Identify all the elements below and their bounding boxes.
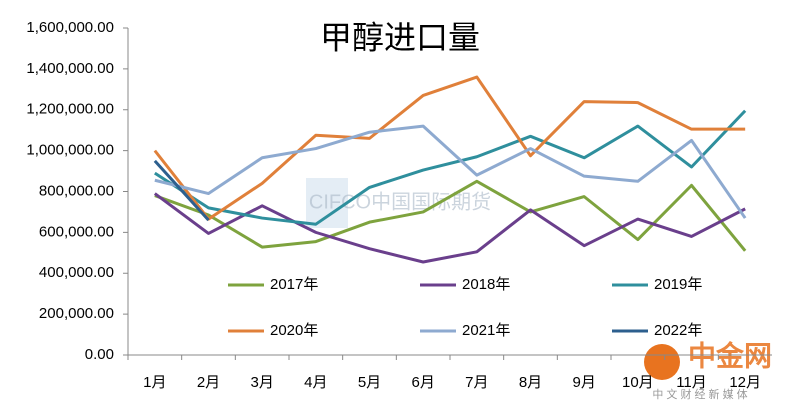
x-tick-label: 9月: [572, 374, 595, 391]
logo-sub: 中 文 财 经 新 媒 体: [652, 387, 747, 401]
legend-label: 2019年: [654, 276, 702, 293]
y-tick-label: 200,000.00: [39, 305, 114, 322]
y-tick-label: 1,200,000.00: [26, 101, 114, 118]
legend-label: 2022年: [654, 322, 702, 339]
series-line: [154, 109, 747, 226]
x-tick-label: 10月: [622, 374, 654, 391]
legend-label: 2017年: [270, 276, 318, 293]
series-line: [153, 159, 210, 222]
x-tick-label: 8月: [519, 374, 542, 391]
chart-title: 甲醇进口量: [320, 19, 480, 55]
watermark-box: [306, 178, 348, 228]
y-tick-label: 1,400,000.00: [26, 60, 114, 77]
x-tick-label: 12月: [729, 374, 761, 391]
y-tick-label: 600,000.00: [39, 223, 114, 240]
y-tick-label: 800,000.00: [39, 182, 114, 199]
series-line: [153, 75, 746, 221]
x-tick-label: 6月: [411, 374, 434, 391]
x-tick-label: 3月: [250, 374, 273, 391]
legend-label: 2021年: [462, 322, 510, 339]
y-tick-label: 1,600,000.00: [26, 19, 114, 36]
series-line: [153, 192, 746, 264]
legend-label: 2018年: [462, 276, 510, 293]
y-tick-label: 0.00: [85, 346, 114, 363]
y-tick-label: 1,000,000.00: [26, 142, 114, 159]
series-line: [154, 179, 747, 252]
x-tick-label: 4月: [304, 374, 327, 391]
y-tick-label: 400,000.00: [39, 264, 114, 281]
x-tick-label: 11月: [676, 374, 707, 391]
series-line: [154, 124, 747, 219]
x-tick-label: 1月: [143, 374, 166, 391]
x-tick-label: 5月: [358, 374, 381, 391]
legend-label: 2020年: [270, 322, 318, 339]
logo-icon: [644, 344, 680, 380]
x-tick-label: 7月: [465, 374, 488, 391]
x-tick-label: 2月: [197, 374, 220, 391]
